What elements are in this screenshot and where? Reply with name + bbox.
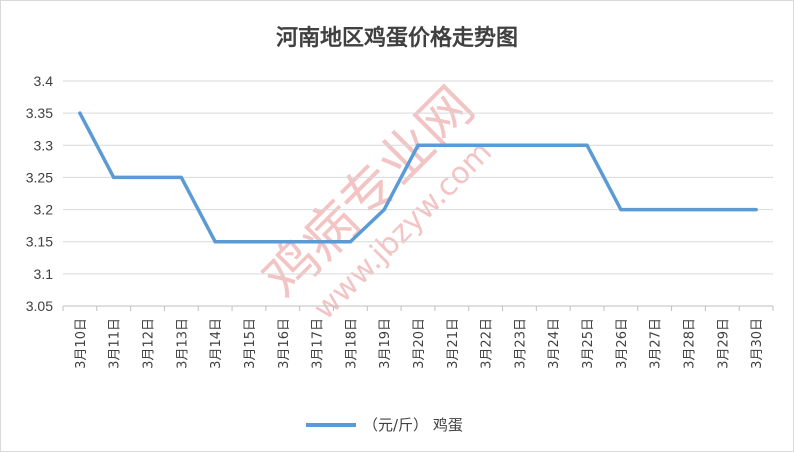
x-tick-label: 3月20日	[412, 318, 427, 369]
legend-label: （元/斤） 鸡蛋	[363, 416, 463, 434]
data-point	[720, 207, 724, 212]
x-tick-label: 3月10日	[74, 318, 89, 369]
data-point	[179, 175, 183, 180]
data-point	[754, 207, 758, 212]
x-tick-label: 3月14日	[209, 318, 224, 369]
x-tick-label: 3月28日	[682, 318, 697, 369]
x-tick-label: 3月23日	[513, 318, 528, 369]
y-tick-label: 3.15	[26, 234, 53, 250]
y-tick-label: 3.05	[26, 298, 53, 314]
y-tick-label: 3.1	[34, 266, 54, 282]
data-point	[517, 143, 522, 147]
data-point	[314, 240, 319, 244]
data-point	[416, 143, 420, 147]
data-point	[484, 143, 488, 147]
x-tick-label: 3月29日	[716, 318, 731, 369]
x-tick-label: 3月30日	[750, 318, 765, 369]
data-point	[551, 143, 555, 147]
watermark: 鸡病专业网 www.jbzyw.com	[251, 75, 499, 327]
data-point	[686, 207, 691, 212]
x-axis	[62, 305, 774, 311]
x-tick-label: 3月13日	[175, 318, 190, 369]
y-tick-label: 3.4	[34, 73, 54, 89]
x-tick-label: 3月15日	[243, 318, 258, 369]
data-point	[348, 240, 352, 244]
x-tick-label: 3月27日	[649, 318, 664, 369]
data-point	[145, 175, 150, 180]
x-tick-label: 3月22日	[480, 318, 495, 369]
x-axis-tick-labels: 3月10日 3月11日 3月12日 3月13日 3月14日 3月15日 3月16日 3月17日…	[74, 318, 765, 369]
x-tick-label: 3月16日	[277, 318, 292, 369]
x-tick-label: 3月12日	[142, 318, 157, 369]
x-tick-label: 3月25日	[581, 318, 596, 369]
data-point	[213, 240, 217, 244]
data-point	[619, 207, 623, 212]
x-tick-label: 3月19日	[378, 318, 393, 369]
x-tick-label: 3月18日	[344, 318, 359, 369]
y-tick-label: 3.25	[26, 169, 53, 185]
y-axis-tick-labels: 3.05 3.1 3.15 3.2 3.25 3.3 3.35 3.4	[26, 73, 53, 314]
x-tick-label: 3月17日	[311, 318, 326, 369]
series-group	[78, 111, 758, 244]
x-tick-label: 3月21日	[446, 318, 461, 369]
y-tick-label: 3.3	[34, 137, 54, 153]
x-tick-label: 3月24日	[547, 318, 562, 369]
data-point	[112, 175, 116, 180]
x-tick-label: 3月26日	[615, 318, 630, 369]
chart-title: 河南地区鸡蛋价格走势图	[276, 25, 518, 51]
data-point	[281, 240, 285, 244]
x-tick-label: 3月11日	[108, 318, 123, 369]
data-point	[247, 240, 251, 244]
y-tick-label: 3.35	[26, 105, 53, 121]
legend: （元/斤） 鸡蛋	[306, 416, 463, 434]
data-point	[382, 207, 386, 212]
data-point	[450, 143, 454, 147]
y-tick-label: 3.2	[34, 202, 54, 218]
data-point	[585, 143, 589, 147]
data-point	[653, 207, 657, 212]
data-point	[78, 111, 82, 115]
